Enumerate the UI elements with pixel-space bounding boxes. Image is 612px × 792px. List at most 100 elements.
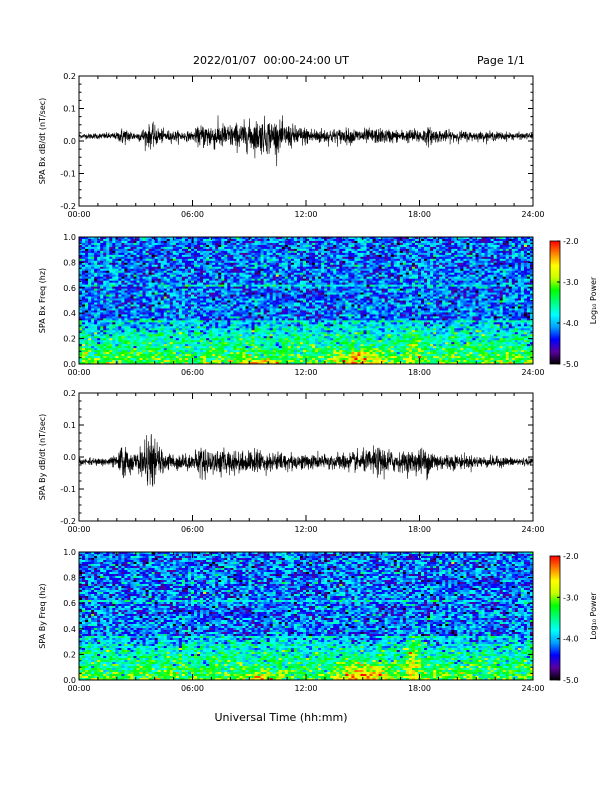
spectrogram-cell [263, 300, 268, 303]
spectrogram-cell [221, 312, 225, 315]
spectrogram-cell [103, 352, 107, 355]
spectrogram-cell [172, 238, 177, 242]
spectrogram-cell [166, 268, 171, 272]
spectrogram-cell [184, 302, 189, 305]
spectrogram-cell [236, 246, 240, 250]
spectrogram-cell [245, 264, 249, 268]
spectrogram-cell [88, 354, 92, 357]
spectrogram-cell [100, 284, 104, 288]
spectrogram-cell [139, 292, 143, 295]
spectrogram-cell [88, 310, 92, 313]
spectrogram-cell [166, 266, 171, 270]
spectrogram-cell [145, 340, 150, 343]
spectrogram-cell [251, 362, 255, 365]
spectrogram-cell [284, 310, 289, 313]
y-tick-label: 0.0 [63, 137, 76, 146]
spectrogram-cell [148, 296, 153, 299]
spectrogram-cell [224, 348, 228, 351]
spectrogram-cell [215, 284, 219, 288]
spectrogram-cell [287, 320, 292, 323]
spectrogram-cell [130, 306, 134, 309]
spectrogram-cell [139, 258, 143, 262]
spectrogram-cell [251, 316, 255, 319]
spectrogram-cell [269, 278, 274, 282]
spectrogram-cell [118, 298, 122, 301]
spectrogram-cell [163, 356, 168, 359]
spectrogram-cell [178, 304, 183, 307]
spectrogram-cell [227, 246, 231, 250]
spectrogram-cell [169, 282, 174, 286]
spectrogram-cell [79, 302, 83, 305]
spectrogram-cell [178, 258, 183, 262]
spectrogram-cell [85, 332, 89, 335]
spectrogram-cell [160, 248, 165, 252]
spectrogram-cell [103, 332, 107, 335]
spectrogram-cell [163, 342, 168, 345]
spectrogram-cell [118, 314, 122, 317]
spectrogram-cell [85, 342, 89, 345]
spectrogram-cell [151, 248, 156, 252]
spectrogram-cell [178, 314, 183, 317]
spectrogram-cell [151, 340, 156, 343]
spectrogram-cell [115, 324, 119, 327]
spectrogram-cell [227, 280, 231, 284]
spectrogram-cell [106, 274, 110, 278]
spectrogram-cell [239, 248, 243, 252]
spectrogram-cell [236, 294, 240, 297]
spectrogram-cell [82, 346, 86, 349]
spectrogram-cell [203, 338, 207, 341]
spectrogram-cell [97, 338, 101, 341]
spectrogram-cell [221, 300, 225, 303]
spectrogram-cell [290, 300, 295, 303]
spectrogram-cell [100, 292, 104, 295]
spectrogram-cell [142, 298, 146, 301]
spectrogram-cell [109, 344, 113, 347]
spectrogram-cell [212, 288, 216, 291]
spectrogram-cell [221, 332, 225, 335]
spectrogram-cell [175, 252, 180, 256]
spectrogram-cell [79, 338, 83, 341]
spectrogram-cell [112, 266, 116, 270]
spectrogram-cell [115, 250, 119, 254]
spectrogram-cell [236, 244, 240, 248]
spectrogram-cell [209, 308, 213, 311]
spectrogram-cell [100, 332, 104, 335]
spectrogram-cell [257, 288, 261, 291]
spectrogram-cell [142, 280, 146, 284]
spectrogram-cell [100, 286, 104, 289]
spectrogram-cell [251, 248, 255, 252]
spectrogram-cell [184, 312, 189, 315]
spectrogram-cell [118, 290, 122, 293]
spectrogram-cell [206, 326, 210, 329]
spectrogram-cell [272, 336, 277, 339]
spectrogram-cell [290, 256, 295, 260]
spectrogram-cell [245, 320, 249, 323]
spectrogram-cell [133, 322, 137, 325]
spectrogram-cell [163, 238, 168, 242]
spectrogram-cell [227, 294, 231, 297]
spectrogram-cell [239, 358, 243, 361]
spectrogram-cell [181, 288, 186, 291]
spectrogram-cell [290, 308, 295, 311]
spectrogram-cell [260, 316, 265, 319]
spectrogram-cell [136, 344, 140, 347]
spectrogram-cell [145, 330, 150, 333]
spectrogram-cell [118, 240, 122, 244]
spectrogram-cell [172, 266, 177, 270]
spectrogram-cell [230, 318, 234, 321]
spectrogram-cell [133, 260, 137, 264]
spectrogram-cell [299, 296, 304, 299]
spectrogram-cell [175, 304, 180, 307]
spectrogram-cell [142, 324, 146, 327]
spectrogram-cell [130, 244, 134, 248]
spectrogram-cell [212, 344, 216, 347]
spectrogram-cell [127, 252, 131, 256]
spectrogram-cell [112, 237, 116, 240]
spectrogram-cell [178, 237, 183, 240]
spectrogram-cell [160, 338, 165, 341]
spectrogram-cell [290, 274, 295, 278]
spectrogram-cell [248, 334, 252, 337]
spectrogram-cell [215, 310, 219, 313]
spectrogram-cell [79, 362, 83, 365]
spectrogram-cell [85, 338, 89, 341]
